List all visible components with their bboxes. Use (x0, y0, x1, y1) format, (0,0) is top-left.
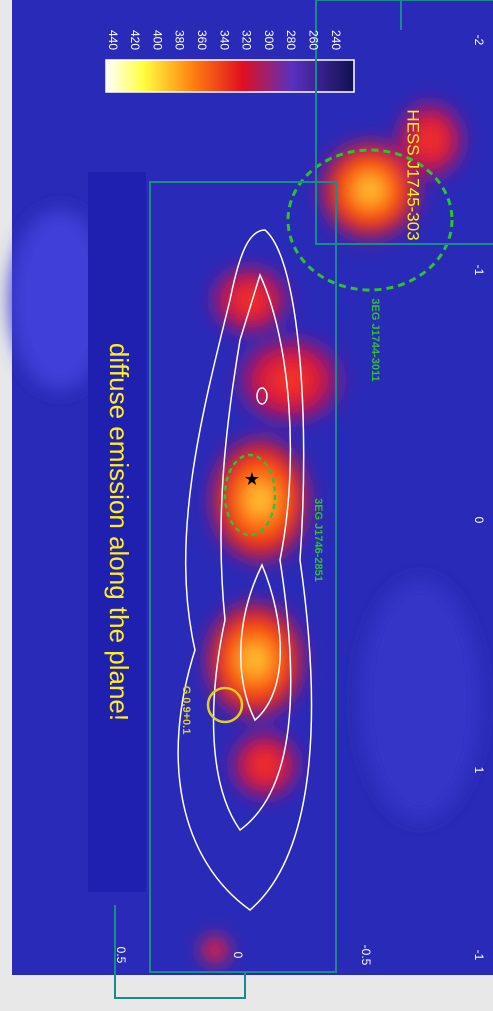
colorbar-tick-label: 300 (262, 30, 276, 50)
colorbar-tick-label: 340 (217, 30, 231, 50)
colorbar-tick-label: 260 (307, 30, 321, 50)
sky-map: ★ diffuse emission along the plane! HESS… (0, 0, 493, 1011)
latitude-tick-label: -0.5 (359, 945, 373, 966)
longitude-tick-label: 0 (472, 517, 486, 524)
colorbar-tick-label: 360 (195, 30, 209, 50)
source-label: G 0.9+0.1 (180, 686, 192, 735)
colorbar-tick-label: 320 (240, 30, 254, 50)
star: ★ (244, 469, 260, 489)
colorbar-tick-label: 440 (106, 30, 120, 50)
colorbar-tick-label: 380 (173, 30, 187, 50)
colorbar-tick-label: 420 (128, 30, 142, 50)
latitude-tick-label: 0.5 (114, 947, 128, 964)
longitude-tick-label: -1 (472, 265, 486, 276)
colorbar-tick-label: 400 (150, 30, 164, 50)
source-label: 3EG J1744-3011 (369, 298, 381, 381)
colorbar-tick-label: 240 (329, 30, 343, 50)
banner-text: diffuse emission along the plane! (104, 343, 134, 721)
page: {"banner": "diffuse emission along the p… (0, 0, 493, 1011)
lower-margin (0, 975, 493, 1011)
colorbar-tick-label: 280 (284, 30, 298, 50)
latitude-tick-label: 0 (231, 952, 245, 959)
latitude-tick-label: -1 (472, 950, 486, 961)
source-label: 3EG J1746-2851 (312, 498, 324, 582)
longitude-tick-label: 1 (472, 767, 486, 774)
longitude-tick-label: -2 (472, 35, 486, 46)
source-label: HESS J1745-303 (404, 109, 423, 240)
